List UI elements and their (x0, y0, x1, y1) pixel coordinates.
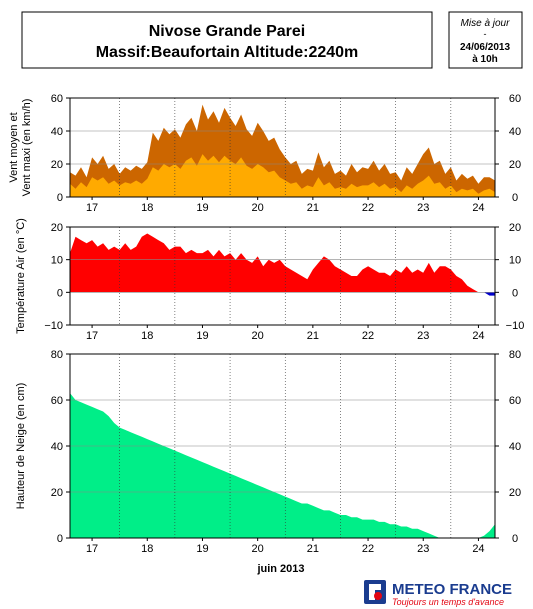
x-tick-label: 17 (86, 202, 98, 214)
x-tick-label: 21 (307, 330, 319, 342)
y-tick-label-right: 20 (509, 159, 521, 171)
x-tick-label: 24 (472, 202, 484, 214)
x-tick-label: 23 (417, 202, 429, 214)
x-tick-label: 24 (472, 330, 484, 342)
x-tick-label: 21 (307, 202, 319, 214)
y-tick-label-left: 60 (51, 395, 63, 407)
x-tick-label: 20 (252, 543, 264, 555)
title-box: Nivose Grande Parei Massif:Beaufortain A… (21, 11, 433, 69)
x-tick-label: 23 (417, 330, 429, 342)
series-temperature-positive (70, 233, 495, 293)
y-axis-label: Hauteur de Neige (en cm) (15, 383, 27, 510)
series-wind-mean (70, 154, 495, 197)
panel-1: 0 0 20 20 40 40 60 60 17 18 19 20 21 22 23 24 Vent moyen… (8, 93, 521, 214)
station-massif-altitude: Massif:Beaufortain Altitude:2240m (96, 44, 359, 61)
panel-2: −10 −10 0 0 10 10 20 20 17 18 19 20 21 22 23 24 Températ… (15, 218, 524, 342)
plot-frame (69, 97, 496, 198)
x-tick-label: 17 (86, 330, 98, 342)
y-tick-label-right: 20 (509, 222, 521, 234)
y-tick-label-left: 0 (57, 192, 63, 204)
y-tick-label-left: 10 (51, 255, 63, 267)
y-axis-label-line2: Vent maxi (en km/h) (21, 99, 33, 197)
y-tick-label-left: 20 (51, 487, 63, 499)
y-tick-label-right: 0 (512, 192, 518, 204)
y-axis-label-line1: Vent moyen et (8, 112, 20, 182)
y-tick-label-left: 0 (57, 287, 63, 299)
x-tick-label: 18 (141, 543, 153, 555)
y-tick-label-right: 40 (509, 126, 521, 138)
x-tick-label: 17 (86, 543, 98, 555)
y-tick-label-right: 60 (509, 93, 521, 105)
panel-3: 0 0 20 20 40 40 60 60 80 80 17 18 19 20 21 22 23 24 Hauteu… (15, 349, 521, 555)
y-tick-label-right: 0 (512, 533, 518, 545)
y-tick-label-left: 60 (51, 93, 63, 105)
y-tick-label-right: 40 (509, 441, 521, 453)
update-time: à 10h (472, 54, 498, 65)
plot-frame (69, 226, 496, 326)
y-tick-label-left: 40 (51, 126, 63, 138)
x-tick-label: 19 (196, 202, 208, 214)
month-label: juin 2013 (256, 563, 304, 575)
y-tick-label-right: 20 (509, 487, 521, 499)
x-tick-label: 22 (362, 330, 374, 342)
update-date: 24/06/2013 (460, 42, 510, 53)
station-name: Nivose Grande Parei (149, 23, 306, 40)
x-tick-label: 23 (417, 543, 429, 555)
update-box: Mise à jour - 24/06/2013 à 10h (448, 11, 523, 69)
x-tick-label: 18 (141, 202, 153, 214)
y-tick-label-right: 0 (512, 287, 518, 299)
brand-name: METEO FRANCE (392, 581, 512, 598)
y-tick-label-right: 80 (509, 349, 521, 361)
x-tick-label: 21 (307, 543, 319, 555)
update-label: Mise à jour (461, 18, 511, 29)
series-snow-depth (70, 393, 495, 538)
x-tick-label: 24 (472, 543, 484, 555)
x-tick-label: 22 (362, 202, 374, 214)
meteo-france-logo (364, 580, 386, 604)
y-tick-label-left: 40 (51, 441, 63, 453)
y-tick-label-right: 10 (509, 255, 521, 267)
brand-tagline: Toujours un temps d'avance (392, 597, 504, 607)
y-tick-label-left: −10 (44, 320, 63, 332)
y-tick-label-left: 0 (57, 533, 63, 545)
y-tick-label-left: 80 (51, 349, 63, 361)
x-tick-label: 18 (141, 330, 153, 342)
x-tick-label: 20 (252, 202, 264, 214)
chart-panels: 0 0 20 20 40 40 60 60 17 18 19 20 21 22 23 24 Vent moyen… (8, 93, 524, 555)
x-tick-label: 22 (362, 543, 374, 555)
y-tick-label-left: 20 (51, 159, 63, 171)
x-tick-label: 19 (196, 543, 208, 555)
x-tick-label: 19 (196, 330, 208, 342)
update-dash: - (484, 29, 487, 39)
y-tick-label-right: −10 (506, 320, 525, 332)
y-tick-label-right: 60 (509, 395, 521, 407)
x-tick-label: 20 (252, 330, 264, 342)
y-tick-label-left: 20 (51, 222, 63, 234)
y-axis-label: Température Air (en °C) (15, 218, 27, 334)
